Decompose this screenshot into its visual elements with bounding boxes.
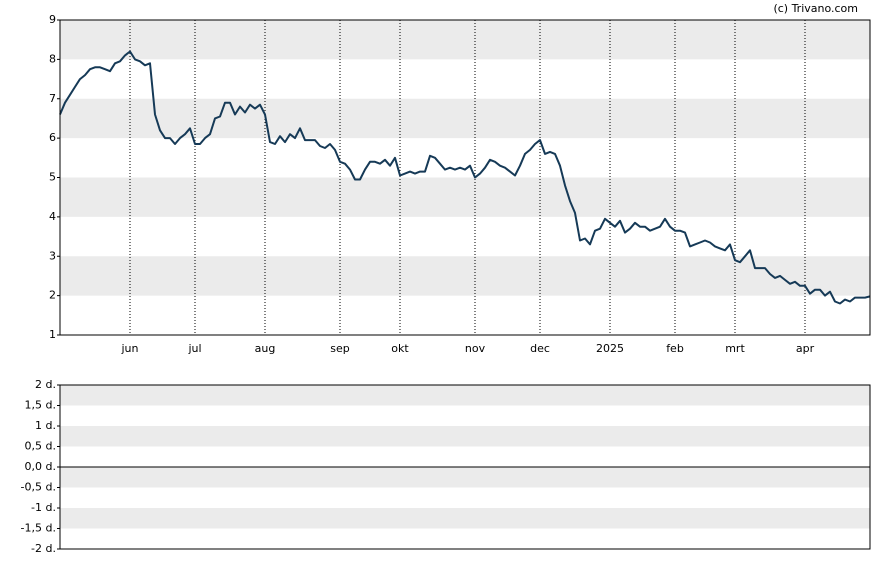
x-tick-label: apr — [796, 342, 815, 355]
x-tick-label: sep — [330, 342, 349, 355]
plot-frame — [59, 384, 871, 550]
x-tick-label: nov — [465, 342, 486, 355]
x-tick-label: okt — [391, 342, 409, 355]
price-line — [59, 50, 871, 305]
y-tick-label: 5 — [49, 171, 56, 184]
x-tick-label: mrt — [725, 342, 745, 355]
y-tick-label: -1 d. — [31, 501, 56, 514]
band — [60, 256, 870, 296]
band — [60, 385, 870, 406]
band — [60, 467, 870, 488]
x-tick-label: aug — [255, 342, 276, 355]
y-tick-label: 4 — [49, 210, 56, 223]
x-tick-label: jul — [187, 342, 201, 355]
y-tick-label: 7 — [49, 92, 56, 105]
y-tick-label: 1 d. — [35, 419, 56, 432]
band — [60, 426, 870, 447]
y-tick-label: 6 — [49, 131, 56, 144]
band — [60, 20, 870, 60]
y-tick-label: 8 — [49, 52, 56, 65]
watermark: (c) Trivano.com — [773, 2, 858, 15]
y-tick-label: -0,5 d. — [21, 481, 56, 494]
y-tick-label: 1 — [49, 328, 56, 341]
y-tick-label: -1,5 d. — [21, 522, 56, 535]
band — [60, 508, 870, 529]
plot-frame — [59, 19, 871, 336]
band — [60, 98, 870, 139]
y-tick-label: 9 — [49, 13, 56, 26]
y-tick-label: 3 — [49, 249, 56, 262]
y-tick-label: 1,5 d. — [25, 399, 56, 412]
y-tick-label: 0,5 d. — [25, 440, 56, 453]
x-tick-label: feb — [666, 342, 684, 355]
y-tick-label: 0,0 d. — [25, 460, 56, 473]
x-tick-label: jun — [121, 342, 139, 355]
x-tick-label: dec — [530, 342, 550, 355]
y-tick-label: 2 d. — [35, 378, 56, 391]
y-tick-label: 2 — [49, 289, 56, 302]
y-tick-label: -2 d. — [31, 542, 56, 555]
band — [60, 177, 870, 217]
x-tick-label: 2025 — [596, 342, 624, 355]
